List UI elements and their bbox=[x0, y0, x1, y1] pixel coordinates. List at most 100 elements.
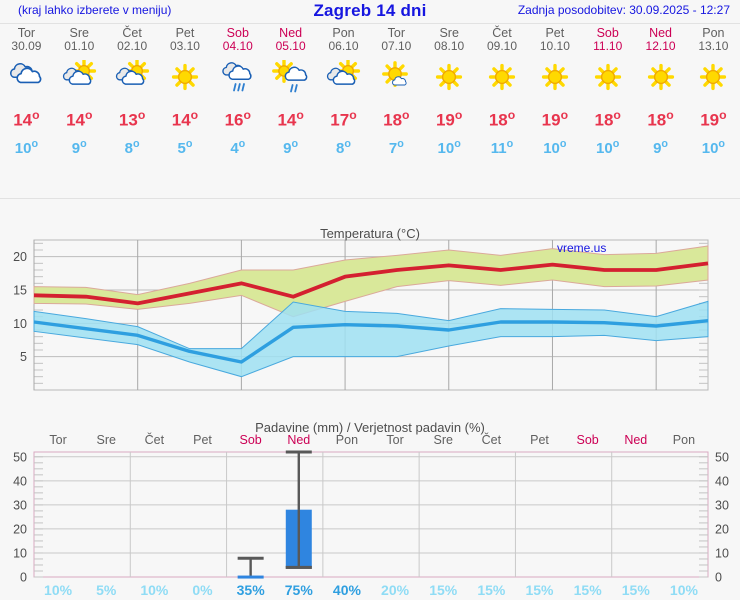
temp-y-tick-label: 5 bbox=[20, 350, 27, 364]
degree-sign: o bbox=[506, 137, 514, 150]
forecast-day-column: Čet 09.10 18o 11o bbox=[476, 26, 529, 176]
precip-y-tick-label-left: 40 bbox=[13, 474, 27, 488]
temp-y-tick-label: 20 bbox=[13, 250, 27, 264]
temp-min-value: 4 bbox=[230, 139, 239, 157]
day-date: 03.10 bbox=[169, 39, 200, 53]
strip-divider bbox=[0, 198, 740, 199]
forecast-day-column: Pet 03.10 14o 5o bbox=[159, 26, 212, 176]
forecast-day-column: Sre 08.10 19o 10o bbox=[423, 26, 476, 176]
temp-min-value: 8 bbox=[124, 139, 133, 157]
forecast-day-column: Pon 13.10 19o 10o bbox=[687, 26, 740, 176]
temp-max-value: 18 bbox=[383, 110, 403, 130]
cloudy-icon bbox=[0, 55, 52, 99]
temp-min-value: 10 bbox=[543, 139, 560, 157]
forecast-day-column: Tor 30.09 14o 10o bbox=[0, 26, 53, 176]
temp-max-band bbox=[33, 245, 709, 318]
page-title: Zagreb 14 dni bbox=[313, 1, 427, 20]
day-date: 12.10 bbox=[645, 39, 676, 53]
day-date: 06.10 bbox=[328, 39, 359, 53]
precip-probability-label: 75% bbox=[285, 582, 314, 598]
temp-max-value: 17 bbox=[330, 110, 350, 130]
temp-min: 10o bbox=[438, 135, 461, 158]
precip-day-label: Sre bbox=[433, 433, 453, 447]
temp-min-value: 5 bbox=[177, 139, 186, 157]
degree-sign: o bbox=[397, 137, 404, 150]
forecast-day-column: Pon 06.10 17o 8o bbox=[317, 26, 370, 176]
precip-probability-label: 10% bbox=[670, 582, 699, 598]
day-name: Pet bbox=[545, 26, 565, 40]
temp-max-value: 14 bbox=[66, 110, 85, 130]
temp-min-band bbox=[33, 300, 709, 378]
temp-min-value: 10 bbox=[596, 139, 613, 157]
temp-max-value: 16 bbox=[224, 110, 244, 130]
temp-min: 5o bbox=[177, 135, 192, 158]
sunny-icon bbox=[529, 55, 581, 99]
sunny-icon bbox=[476, 55, 528, 99]
temp-min-value: 11 bbox=[490, 139, 507, 157]
temp-max: 16o bbox=[225, 105, 251, 131]
precip-y-tick-label-left: 50 bbox=[13, 450, 27, 464]
sunny-icon bbox=[159, 55, 211, 99]
degree-sign: o bbox=[349, 108, 357, 122]
day-date: 30.09 bbox=[11, 39, 42, 53]
degree-sign: o bbox=[507, 108, 516, 122]
degree-sign: o bbox=[344, 137, 351, 150]
day-name: Čet bbox=[492, 26, 512, 40]
precip-day-label: Sre bbox=[96, 433, 116, 447]
precip-y-tick-label-right: 40 bbox=[715, 474, 729, 488]
precip-y-tick-label-right: 10 bbox=[715, 546, 729, 560]
sunny-icon bbox=[423, 55, 475, 99]
temp-max: 17o bbox=[330, 105, 356, 131]
forecast-day-column: Sob 04.10 16o 4o bbox=[211, 26, 264, 176]
temp-max-value: 14 bbox=[171, 110, 191, 130]
watermark: vreme.us bbox=[557, 241, 606, 255]
day-name: Sob bbox=[226, 26, 249, 40]
temp-max: 14o bbox=[13, 105, 39, 131]
precip-whisker bbox=[237, 556, 264, 577]
precip-y-tick-label-left: 20 bbox=[13, 522, 27, 536]
temp-min: 10o bbox=[15, 135, 38, 158]
temp-max: 14o bbox=[277, 105, 303, 131]
day-name: Tor bbox=[17, 26, 36, 40]
temp-min-value: 9 bbox=[71, 139, 81, 157]
degree-sign: o bbox=[185, 137, 193, 150]
precip-day-label: Pon bbox=[673, 433, 695, 447]
precip-day-label: Pet bbox=[193, 433, 212, 447]
temperature-chart-svg: 5 10 15 20 vreme.us bbox=[13, 239, 709, 391]
temp-max-value: 18 bbox=[594, 110, 614, 130]
last-update-text: Zadnja posodobitev: 30.09.2025 - 12:27 bbox=[517, 3, 730, 17]
precip-day-label: Čet bbox=[482, 432, 502, 447]
temp-max: 14o bbox=[66, 105, 92, 131]
temp-min-value: 7 bbox=[388, 139, 398, 157]
forecast-day-column: Ned 12.10 18o 9o bbox=[634, 26, 687, 176]
temp-max-value: 14 bbox=[277, 110, 297, 130]
temp-min-value: 10 bbox=[701, 139, 719, 157]
rain-cloud-icon bbox=[212, 55, 264, 99]
degree-sign: o bbox=[84, 108, 93, 122]
temp-max: 18o bbox=[489, 105, 515, 131]
temp-max-value: 18 bbox=[488, 110, 508, 130]
temp-min-value: 9 bbox=[283, 139, 292, 157]
temp-max-value: 14 bbox=[13, 110, 33, 130]
precip-y-tick-label-right: 30 bbox=[715, 498, 729, 512]
precip-probability-label: 0% bbox=[192, 582, 213, 598]
precip-probability-label: 5% bbox=[96, 582, 117, 598]
precip-probability-label: 10% bbox=[140, 582, 169, 598]
degree-sign: o bbox=[559, 137, 567, 150]
day-date: 01.10 bbox=[64, 39, 95, 53]
degree-sign: o bbox=[719, 108, 727, 122]
sunny-icon bbox=[687, 55, 739, 99]
precip-probability-label: 40% bbox=[333, 582, 362, 598]
precipitation-chart-title: Padavine (mm) / Verjetnost padavin (%) bbox=[255, 420, 485, 435]
degree-sign: o bbox=[718, 137, 726, 150]
precip-probability-label: 15% bbox=[477, 582, 506, 598]
day-date: 05.10 bbox=[275, 39, 306, 53]
day-name: Ned bbox=[649, 26, 673, 40]
temp-min: 10o bbox=[596, 135, 619, 158]
precip-y-tick-label-right: 50 bbox=[715, 450, 729, 464]
precip-y-tick-label-left: 30 bbox=[13, 498, 27, 512]
precip-probability-label: 15% bbox=[525, 582, 554, 598]
temp-min: 10o bbox=[702, 135, 725, 158]
precip-day-label: Tor bbox=[386, 433, 403, 447]
sun-cloud-rain-icon bbox=[265, 55, 317, 99]
